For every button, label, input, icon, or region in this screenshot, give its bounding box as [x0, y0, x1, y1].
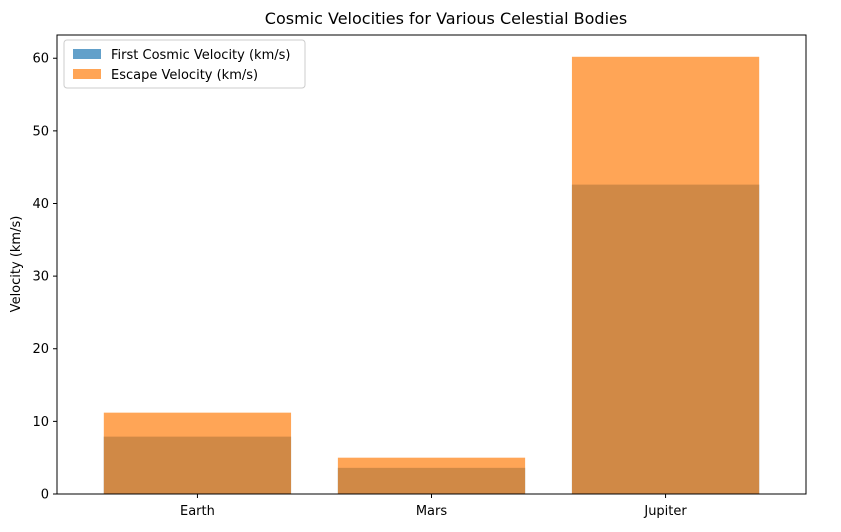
y-tick-label: 30: [32, 270, 49, 285]
legend-label-1: Escape Velocity (km/s): [111, 68, 258, 83]
x-tick-label-mars: Mars: [416, 504, 448, 519]
legend: First Cosmic Velocity (km/s) Escape Veloc…: [63, 39, 306, 89]
bar-escape-earth: [103, 412, 292, 494]
x-tick-label-earth: Earth: [180, 504, 215, 519]
y-tick-label: 0: [41, 488, 49, 503]
y-tick-label: 10: [32, 415, 49, 430]
legend-swatch-0: [73, 49, 101, 59]
legend-label-0: First Cosmic Velocity (km/s): [111, 48, 290, 63]
bar-escape-jupiter: [571, 56, 760, 495]
y-axis-label: Velocity (km/s): [9, 216, 24, 313]
y-tick-label: 20: [32, 342, 49, 357]
chart-title: Cosmic Velocities for Various Celestial …: [265, 9, 627, 28]
y-tick-label: 50: [32, 124, 49, 139]
y-tick-label: 40: [32, 197, 49, 212]
bar-escape-mars: [337, 457, 526, 494]
legend-box: [63, 39, 306, 89]
legend-swatch-1: [73, 69, 101, 79]
bars-layer: [103, 56, 760, 495]
x-tick-label-jupiter: Jupiter: [643, 504, 687, 519]
axes-layer: 0 10 20 30 40 50 60 Earth Mars Jupiter: [32, 34, 807, 519]
y-tick-label: 60: [32, 52, 49, 67]
